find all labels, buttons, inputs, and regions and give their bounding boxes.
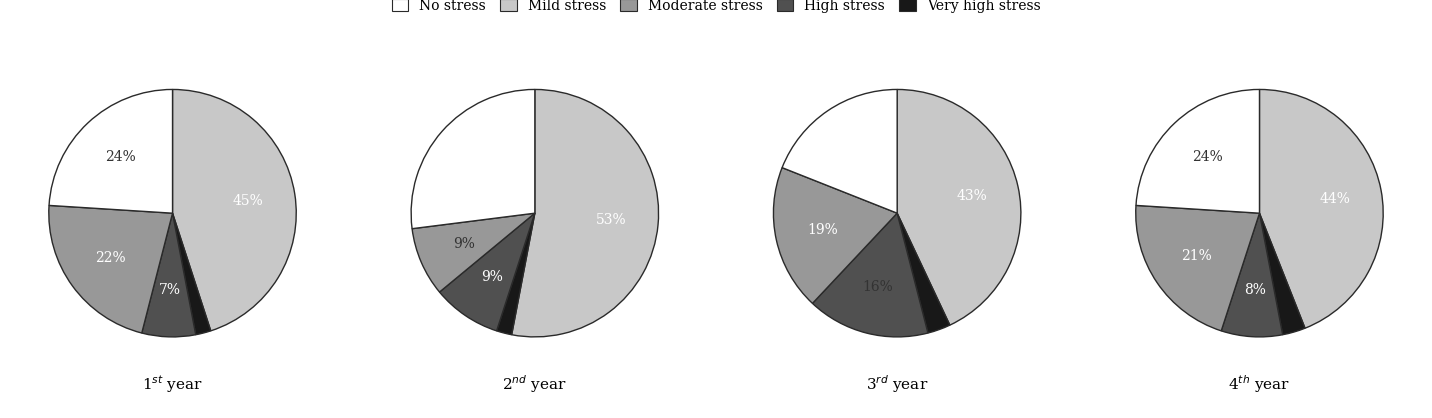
Wedge shape xyxy=(172,89,296,331)
X-axis label: 4$^{th}$ year: 4$^{th}$ year xyxy=(1229,373,1290,395)
Wedge shape xyxy=(511,89,659,337)
Wedge shape xyxy=(49,205,172,333)
Text: 8%: 8% xyxy=(1244,283,1266,297)
Wedge shape xyxy=(1260,89,1383,328)
Text: 24%: 24% xyxy=(105,150,136,164)
X-axis label: 1$^{st}$ year: 1$^{st}$ year xyxy=(142,373,203,395)
Text: 53%: 53% xyxy=(596,214,627,227)
Wedge shape xyxy=(782,89,898,213)
Text: 21%: 21% xyxy=(1180,249,1211,263)
Text: 22%: 22% xyxy=(95,251,126,265)
Wedge shape xyxy=(49,89,172,213)
Wedge shape xyxy=(812,213,928,337)
X-axis label: 2$^{nd}$ year: 2$^{nd}$ year xyxy=(503,373,567,395)
Text: 45%: 45% xyxy=(233,194,263,208)
Wedge shape xyxy=(1260,213,1305,335)
Text: 44%: 44% xyxy=(1319,192,1350,206)
Wedge shape xyxy=(773,168,898,303)
X-axis label: 3$^{rd}$ year: 3$^{rd}$ year xyxy=(866,373,928,395)
Text: 24%: 24% xyxy=(1191,150,1223,164)
Text: 9%: 9% xyxy=(454,237,475,251)
Wedge shape xyxy=(898,213,949,333)
Wedge shape xyxy=(1136,89,1260,213)
Wedge shape xyxy=(440,213,534,331)
Wedge shape xyxy=(497,213,534,335)
Text: 7%: 7% xyxy=(159,283,180,297)
Wedge shape xyxy=(898,89,1021,325)
Wedge shape xyxy=(1136,205,1260,331)
Text: 19%: 19% xyxy=(806,223,838,237)
Text: 27%: 27% xyxy=(463,155,493,169)
Text: 9%: 9% xyxy=(481,270,503,284)
Wedge shape xyxy=(411,89,534,229)
Wedge shape xyxy=(1221,213,1283,337)
Wedge shape xyxy=(172,213,211,335)
Text: 19%: 19% xyxy=(839,143,869,157)
Text: 16%: 16% xyxy=(862,280,894,295)
Wedge shape xyxy=(142,213,196,337)
Wedge shape xyxy=(412,213,534,292)
Text: 43%: 43% xyxy=(957,189,988,204)
Legend: No stress, Mild stress, Moderate stress, High stress, Very high stress: No stress, Mild stress, Moderate stress,… xyxy=(388,0,1044,17)
